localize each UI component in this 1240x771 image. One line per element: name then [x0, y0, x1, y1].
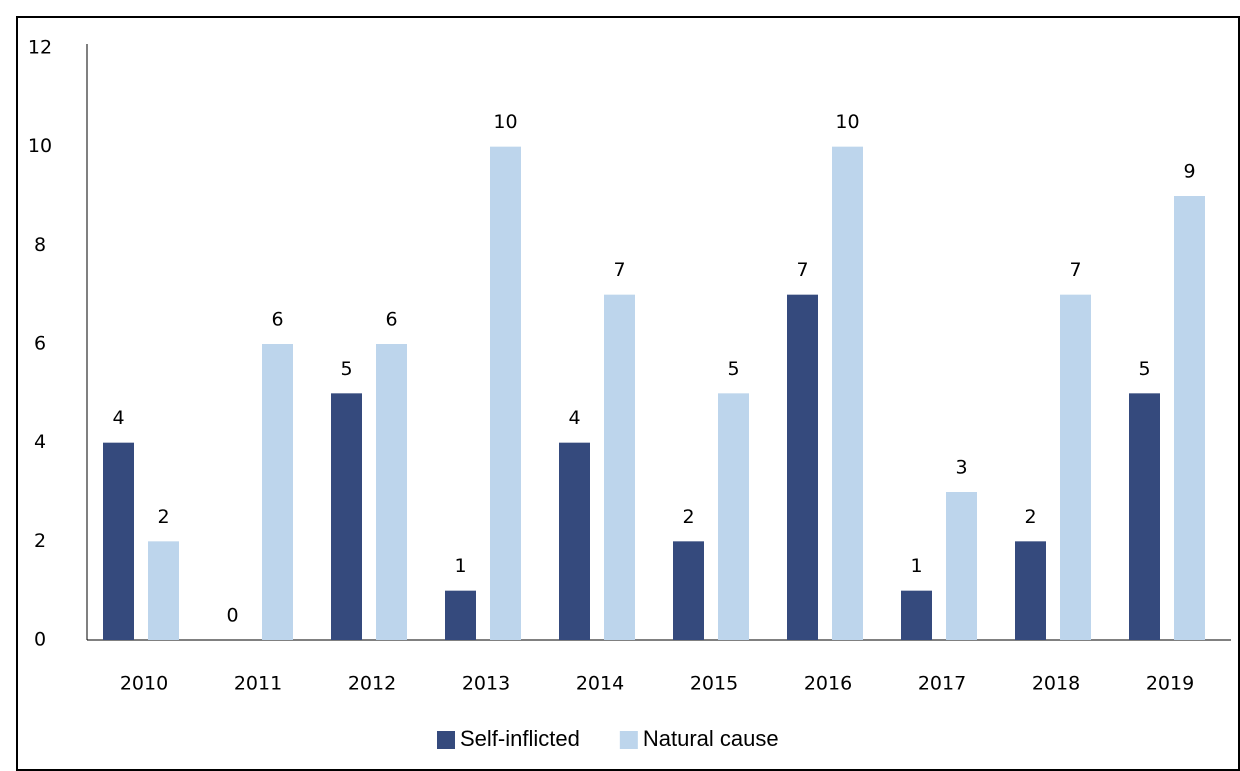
data-label: 2	[682, 506, 694, 528]
y-tick-label: 10	[28, 135, 52, 157]
legend-label: Natural cause	[643, 726, 779, 751]
y-tick-label: 6	[34, 333, 46, 355]
bar	[718, 393, 749, 640]
bar	[787, 294, 818, 640]
bar	[490, 146, 521, 640]
data-label: 5	[727, 358, 739, 380]
x-tick-label: 2016	[804, 673, 852, 695]
bar	[148, 541, 179, 640]
data-label: 7	[796, 259, 808, 281]
data-label: 6	[385, 309, 397, 331]
data-label: 7	[613, 259, 625, 281]
data-label: 2	[1024, 506, 1036, 528]
bar	[604, 294, 635, 640]
y-tick-label: 0	[34, 629, 46, 651]
bar	[445, 590, 476, 640]
x-tick-label: 2010	[120, 673, 168, 695]
x-tick-label: 2012	[348, 673, 396, 695]
data-label: 5	[1138, 358, 1150, 380]
bar	[1174, 196, 1205, 640]
legend-swatch	[619, 731, 638, 749]
y-tick-label: 2	[34, 530, 46, 552]
data-label: 0	[226, 605, 238, 627]
legend-swatch	[437, 731, 455, 749]
x-tick-label: 2019	[1146, 673, 1194, 695]
bar	[946, 492, 977, 640]
data-label: 10	[835, 111, 859, 133]
data-label: 7	[1069, 259, 1081, 281]
data-label: 2	[157, 506, 169, 528]
data-label: 1	[910, 555, 922, 577]
bar	[1060, 294, 1091, 640]
y-tick-label: 4	[34, 431, 46, 453]
y-tick-label: 8	[34, 234, 46, 256]
x-tick-label: 2015	[690, 673, 738, 695]
bar	[1015, 541, 1046, 640]
data-label: 6	[271, 309, 283, 331]
x-tick-label: 2013	[462, 673, 510, 695]
x-tick-label: 2014	[576, 673, 624, 695]
data-label: 3	[955, 457, 967, 479]
legend-label: Self-inflicted	[460, 726, 580, 751]
bar	[262, 344, 293, 640]
x-tick-label: 2017	[918, 673, 966, 695]
data-label: 4	[568, 407, 580, 429]
data-label: 4	[112, 407, 124, 429]
x-tick-label: 2011	[234, 673, 282, 695]
data-label: 5	[340, 358, 352, 380]
data-label: 1	[454, 555, 466, 577]
bar	[673, 541, 704, 640]
data-label: 10	[493, 111, 517, 133]
bar	[103, 442, 134, 640]
bar	[376, 344, 407, 640]
bar	[901, 590, 932, 640]
bar	[331, 393, 362, 640]
y-tick-label: 12	[28, 37, 52, 59]
bar	[559, 442, 590, 640]
bar	[832, 146, 863, 640]
bar	[1129, 393, 1160, 640]
x-tick-label: 2018	[1032, 673, 1080, 695]
data-label: 9	[1183, 161, 1195, 183]
